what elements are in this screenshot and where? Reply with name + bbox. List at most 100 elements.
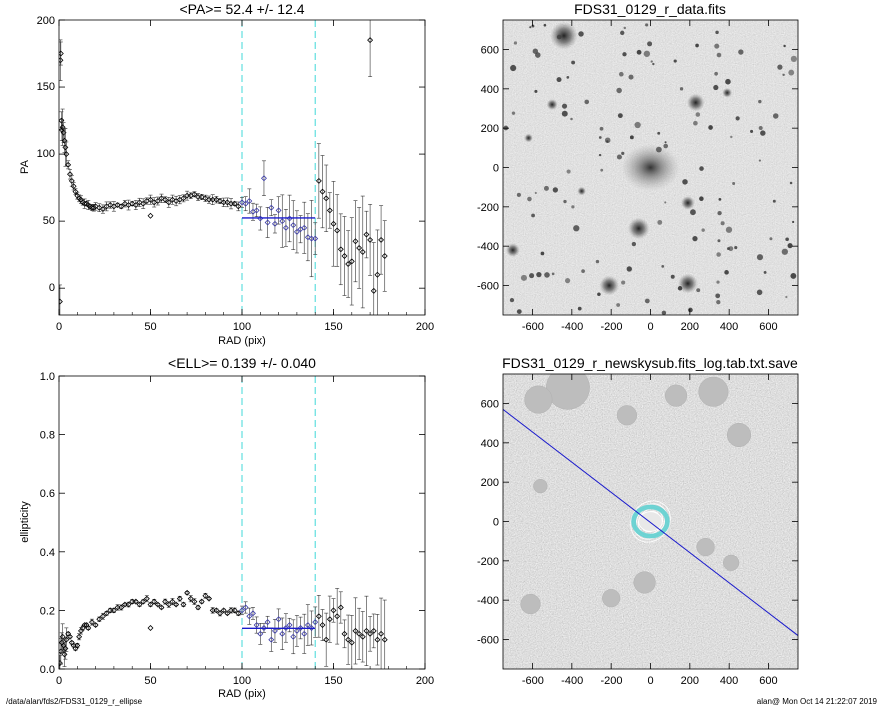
ell-data-point (132, 598, 139, 605)
pa-outlier-point (147, 212, 154, 219)
faint-source (696, 288, 701, 293)
faint-source (544, 272, 550, 278)
img2-ytick-m600: -600 (477, 634, 499, 646)
ell-data-point (59, 660, 63, 667)
faint-source (561, 110, 568, 117)
faint-source (516, 309, 522, 314)
ell-data-point (220, 607, 227, 614)
pa-data-point (260, 175, 267, 182)
pa-data-point (367, 236, 374, 243)
pa-ylabel: PA (19, 159, 31, 174)
pa-data-point (59, 117, 65, 124)
faint-source (543, 23, 547, 27)
faint-source (750, 129, 754, 133)
faint-source (645, 23, 649, 27)
faint-source (573, 225, 580, 232)
ell-xtick-150: 150 (324, 675, 342, 687)
img1-ytick-600: 600 (481, 45, 499, 57)
pa-data-point (63, 151, 70, 158)
faint-source (756, 289, 763, 296)
bright-source (680, 196, 695, 210)
data-image-sources (503, 21, 798, 315)
ell-data-point (96, 616, 103, 623)
pa-panel: <PA>= 52.4 +/- 12.4 0 50 100 150 200 0 5… (19, 1, 434, 347)
faint-source (699, 166, 704, 171)
pa-title: <PA>= 52.4 +/- 12.4 (179, 1, 304, 17)
img2-ytick-400: 400 (481, 438, 499, 450)
ell-data-point (63, 636, 70, 643)
pa-data-point (370, 287, 377, 294)
faint-source (682, 179, 688, 185)
faint-source (616, 154, 622, 160)
pa-data-point (136, 199, 143, 206)
faint-source (738, 49, 744, 55)
ell-data-point (363, 627, 370, 634)
faint-source (772, 113, 779, 119)
pa-ytick-0: 0 (49, 282, 55, 294)
faint-source (714, 43, 720, 49)
faint-source (785, 295, 788, 299)
faint-source (730, 135, 733, 139)
faint-source (520, 274, 527, 281)
ell-data-point (341, 630, 348, 637)
ell-data-point (99, 613, 106, 620)
ell-data-point (345, 636, 352, 643)
faint-source (715, 30, 719, 35)
faint-source (584, 99, 590, 105)
ell-data-point (151, 598, 158, 605)
img1-ytick-0: 0 (493, 163, 499, 175)
pa-ticks (58, 19, 426, 315)
faint-source (534, 191, 537, 195)
faint-source (728, 246, 734, 252)
pa-data-point (264, 219, 271, 226)
faint-source (708, 125, 713, 130)
faint-source (732, 182, 736, 185)
ell-data-point (297, 625, 304, 631)
img1-ytick-m600: -600 (477, 280, 499, 292)
pa-data-point (198, 194, 205, 200)
pa-data-point (169, 196, 176, 203)
bright-source (505, 243, 520, 257)
img1-xtick-600: 600 (759, 321, 777, 333)
ell-data-point (231, 607, 238, 614)
masked-region (698, 376, 729, 407)
faint-source (566, 169, 571, 174)
central-galaxy-halo (621, 143, 680, 192)
ell-data-point (88, 619, 95, 626)
ell-data-point (169, 598, 176, 605)
pa-data-point (348, 258, 355, 265)
faint-source (636, 49, 642, 55)
faint-source (760, 130, 766, 136)
faint-source (758, 159, 761, 162)
ell-ytick-0.0: 0.0 (40, 664, 55, 676)
faint-source (511, 111, 516, 115)
pa-data-point (253, 207, 260, 214)
faint-source (673, 59, 677, 63)
faint-source (777, 64, 783, 70)
masked-region (520, 594, 541, 615)
pa-xtick-200: 200 (416, 321, 434, 333)
ell-data-point (136, 601, 143, 608)
pa-data-point (279, 218, 286, 225)
ell-data-point (268, 636, 275, 643)
faint-source (663, 143, 669, 149)
pa-data-point (180, 195, 187, 202)
faint-source (623, 26, 627, 30)
ell-xtick-50: 50 (144, 675, 156, 687)
pa-data-point (99, 206, 106, 213)
ell-data-point (62, 645, 69, 652)
pa-data-point (72, 188, 79, 195)
fit-range-annulus (631, 504, 670, 539)
pa-ytick-50: 50 (43, 215, 55, 227)
img1-ytick-400: 400 (481, 84, 499, 96)
pa-data-point (293, 228, 300, 235)
footer-path: /data/alan/fds2/FDS31_0129_r_ellipse (6, 697, 143, 706)
faint-source (661, 265, 665, 268)
ell-data-point (184, 589, 191, 596)
pa-data-point (301, 224, 308, 231)
faint-source (758, 99, 762, 104)
img2-ytick-m400: -400 (477, 595, 499, 607)
pa-data-point (282, 224, 289, 231)
ell-data-point (198, 598, 205, 605)
bright-source (577, 186, 586, 196)
